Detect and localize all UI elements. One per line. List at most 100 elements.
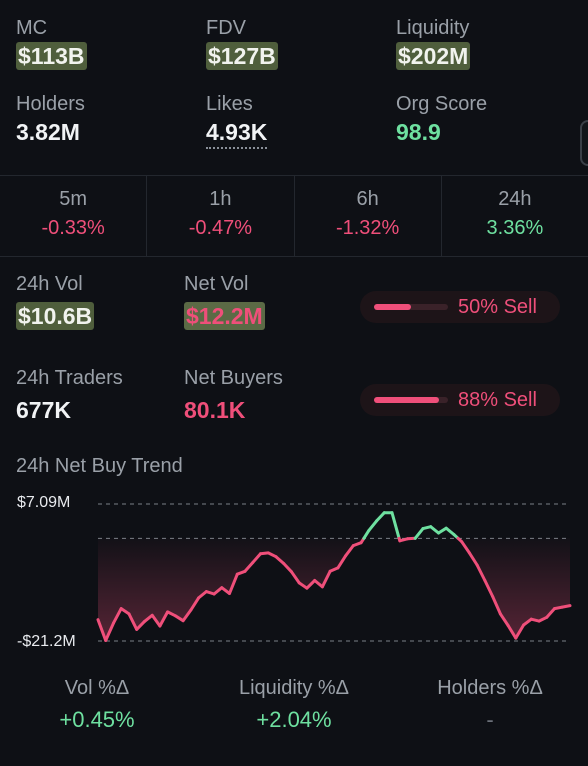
timeframe-value: 3.36%	[486, 217, 544, 239]
trend-line-segment	[467, 551, 479, 567]
vol-sell-text: 50% Sell	[458, 295, 537, 318]
y-axis-max-label: $7.09M	[17, 494, 71, 511]
traders-stat: 24h Traders 677K	[16, 366, 123, 424]
net-vol-stat: Net Vol $12.2M	[184, 272, 265, 330]
trend-line-segment	[243, 561, 255, 573]
net-buy-trend-chart: $7.09M -$21.2M	[0, 488, 588, 658]
holders-change-label: Holders %Δ	[437, 677, 543, 699]
trend-line-segment	[367, 519, 379, 533]
org-score-label: Org Score	[396, 93, 488, 115]
fdv-label: FDV	[206, 17, 246, 39]
vol-stat: 24h Vol $10.6B	[16, 272, 95, 330]
holders-change-value: -	[486, 707, 494, 732]
trend-line-segment	[375, 511, 386, 523]
fdv-value: $127B	[206, 42, 278, 70]
net-vol-label: Net Vol	[184, 273, 249, 295]
trend-line-segment	[181, 608, 193, 623]
timeframe-5m[interactable]: 5m -0.33%	[0, 176, 148, 256]
trend-line-segment	[514, 623, 526, 640]
trend-line-segment	[305, 579, 317, 590]
timeframe-changes: 5m -0.33% 1h -0.47% 6h -1.32% 24h 3.36%	[0, 175, 588, 257]
trend-line-segment	[112, 607, 123, 625]
trend-line-segment	[189, 596, 201, 612]
vol-value: $10.6B	[16, 302, 95, 330]
trend-line-segment	[336, 554, 348, 570]
trend-line-segment	[135, 620, 146, 631]
y-axis-min-label: -$21.2M	[17, 633, 76, 650]
mc-label: MC	[16, 17, 48, 39]
trend-line-segment	[491, 594, 502, 616]
trend-line-segment	[158, 610, 170, 628]
timeframe-value: -0.47%	[188, 217, 253, 239]
trend-line-segment	[362, 529, 371, 540]
timeframe-1h[interactable]: 1h -0.47%	[147, 176, 295, 256]
trend-line-segment	[475, 563, 487, 582]
trend-line-segment	[173, 614, 185, 623]
vol-sell-bar	[374, 304, 448, 310]
vol-sell-pill: 50% Sell	[360, 291, 560, 323]
vol-sell-bar-fill	[374, 304, 411, 310]
timeframe-6h[interactable]: 6h -1.32%	[295, 176, 442, 256]
liquidity-stat: Liquidity $202M	[396, 16, 471, 70]
trend-title: 24h Net Buy Trend	[16, 455, 183, 477]
traders-value: 677K	[16, 397, 71, 423]
trend-chart-svg	[96, 503, 572, 642]
trend-line-segment	[320, 569, 332, 589]
trend-area	[98, 538, 570, 641]
trend-line-segment	[344, 544, 355, 558]
trend-line-segment	[460, 540, 471, 555]
trend-line-segment	[390, 511, 401, 540]
trend-line-segment	[282, 562, 293, 574]
org-score-value: 98.9	[396, 119, 441, 145]
trend-line-segment	[483, 579, 495, 598]
timeframe-value: -0.33%	[41, 217, 105, 239]
liquidity-change: Liquidity %Δ +2.04%	[214, 676, 374, 734]
likes-label: Likes	[206, 93, 253, 115]
trend-line-segment	[289, 570, 301, 585]
timeframe-value: -1.32%	[335, 217, 400, 239]
likes-value[interactable]: 4.93K	[206, 118, 268, 149]
trend-line-segment	[150, 613, 162, 628]
holders-value: 3.82M	[16, 119, 80, 145]
timeframe-24h[interactable]: 24h 3.36%	[442, 176, 588, 256]
trend-line-segment	[444, 526, 456, 536]
liquidity-label: Liquidity	[396, 17, 470, 39]
fdv-stat: FDV $127B	[206, 16, 278, 70]
vol-change: Vol %Δ +0.45%	[30, 676, 164, 734]
traders-sell-bar	[374, 397, 448, 403]
trend-line-segment	[96, 618, 108, 642]
timeframe-label: 6h	[356, 188, 379, 210]
traders-sell-bar-fill	[374, 397, 440, 403]
liquidity-change-label: Liquidity %Δ	[238, 677, 350, 699]
net-buyers-label: Net Buyers	[184, 367, 283, 389]
trend-line-segment	[142, 613, 154, 624]
liquidity-value: $202M	[396, 42, 471, 70]
trend-line-segment	[212, 586, 224, 596]
trend-line-segment	[220, 586, 231, 595]
timeframe-label: 5m	[59, 188, 88, 210]
org-score-stat: Org Score 98.9	[396, 92, 487, 146]
vol-label: 24h Vol	[16, 273, 83, 295]
trend-line-segment	[413, 527, 425, 540]
liquidity-change-value: +2.04%	[256, 707, 332, 732]
trend-line-segment	[127, 612, 139, 631]
trend-line-segment	[522, 617, 533, 627]
vol-change-label: Vol %Δ	[64, 677, 130, 699]
side-panel-handle[interactable]	[580, 120, 588, 166]
traders-sell-pill: 88% Sell	[360, 384, 560, 416]
trend-line-segment	[197, 590, 208, 600]
traders-sell-text: 88% Sell	[458, 388, 537, 411]
trend-line-segment	[545, 607, 556, 619]
trend-line-segment	[498, 612, 510, 627]
holders-change: Holders %Δ -	[420, 676, 560, 734]
traders-label: 24h Traders	[16, 367, 123, 389]
net-buyers-value: 80.1K	[184, 397, 246, 423]
trend-line-segment	[429, 525, 440, 535]
holders-label: Holders	[16, 93, 85, 115]
trend-line-segment	[228, 572, 239, 595]
trend-line-segment	[274, 555, 286, 565]
net-buyers-stat: Net Buyers 80.1K	[184, 366, 283, 424]
likes-stat[interactable]: Likes 4.93K	[206, 92, 268, 149]
trend-line-segment	[297, 581, 309, 590]
vol-change-value: +0.45%	[59, 707, 135, 732]
